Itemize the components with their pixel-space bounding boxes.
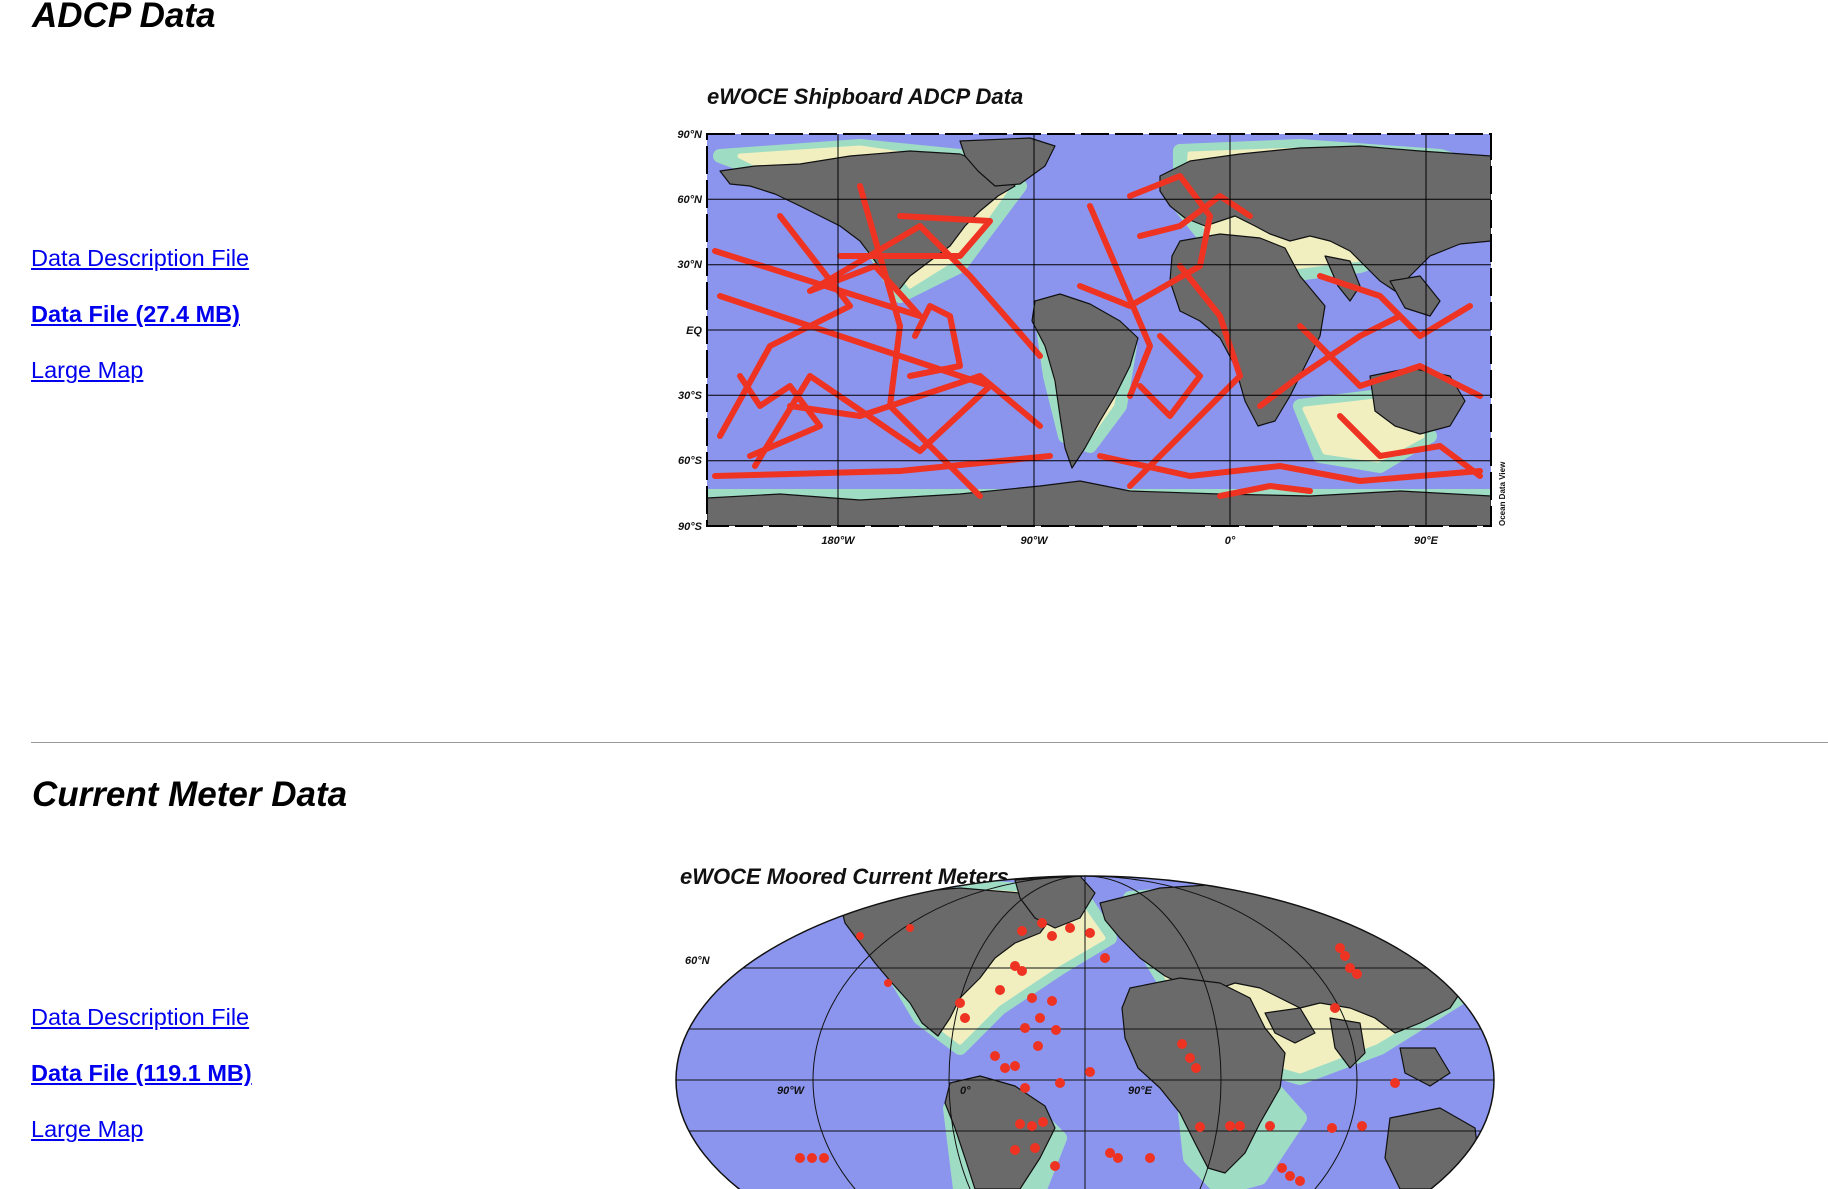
longitude-labels: 180°W 90°W 0° 90°E <box>777 1085 1153 1097</box>
current-meter-map: eWOCE Moored Current Meters <box>675 864 1495 1189</box>
section-title-current-meter: Current Meter Data <box>32 775 348 814</box>
section-divider <box>31 742 1828 743</box>
current-meter-map-title: eWOCE Moored Current Meters <box>680 864 1009 889</box>
adcp-map-figure: eWOCE Shipboard ADCP Data <box>660 76 1510 566</box>
current-meter-map-figure: eWOCE Moored Current Meters <box>660 858 1510 1189</box>
lon-label: 90°E <box>1414 535 1439 547</box>
map-graticule <box>676 876 1494 1189</box>
adcp-data-description-link[interactable]: Data Description File <box>31 245 250 271</box>
adcp-links: Data Description File Data File (27.4 MB… <box>31 244 249 412</box>
lat-label: 90°S <box>678 521 703 533</box>
map-credit: Ocean Data View <box>1498 461 1507 526</box>
lat-label: 60°N <box>685 955 711 967</box>
lat-label: 90°N <box>677 129 703 141</box>
lon-label: 180°W <box>821 535 856 547</box>
longitude-labels: 180°W 90°W 0° 90°E <box>821 535 1438 547</box>
current-meter-moorings <box>795 918 1400 1186</box>
current-meter-data-file-link[interactable]: Data File (119.1 MB) <box>31 1060 252 1086</box>
lon-label: 0° <box>1225 535 1236 547</box>
lon-label: 0° <box>960 1085 971 1097</box>
lat-label: EQ <box>686 325 702 337</box>
current-meter-data-description-link[interactable]: Data Description File <box>31 1004 250 1030</box>
current-meter-links: Data Description File Data File (119.1 M… <box>31 1003 252 1171</box>
adcp-data-file-link[interactable]: Data File (27.4 MB) <box>31 301 240 327</box>
lon-label: 90°W <box>777 1085 806 1097</box>
adcp-map: eWOCE Shipboard ADCP Data <box>677 84 1507 547</box>
lat-label: 60°S <box>678 455 703 467</box>
land-masses <box>707 137 1491 526</box>
map-frame <box>706 133 1492 527</box>
latitude-labels: 60°N 30°N EQ 30°S <box>685 955 711 967</box>
adcp-map-title: eWOCE Shipboard ADCP Data <box>707 84 1023 109</box>
section-title-adcp: ADCP Data <box>32 0 216 35</box>
lat-label: 60°N <box>677 194 703 206</box>
map-frame <box>675 875 1495 1189</box>
map-graticule <box>707 134 1491 526</box>
adcp-large-map-link[interactable]: Large Map <box>31 357 144 383</box>
lat-label: 30°S <box>678 390 703 402</box>
lat-label: 30°N <box>677 259 703 271</box>
lon-label: 90°E <box>1128 1085 1153 1097</box>
lon-label: 90°W <box>1020 535 1049 547</box>
latitude-labels: 90°N 60°N 30°N EQ 30°S 60°S 90°S <box>677 129 703 533</box>
adcp-ship-tracks <box>712 173 1483 499</box>
current-meter-large-map-link[interactable]: Large Map <box>31 1116 144 1142</box>
